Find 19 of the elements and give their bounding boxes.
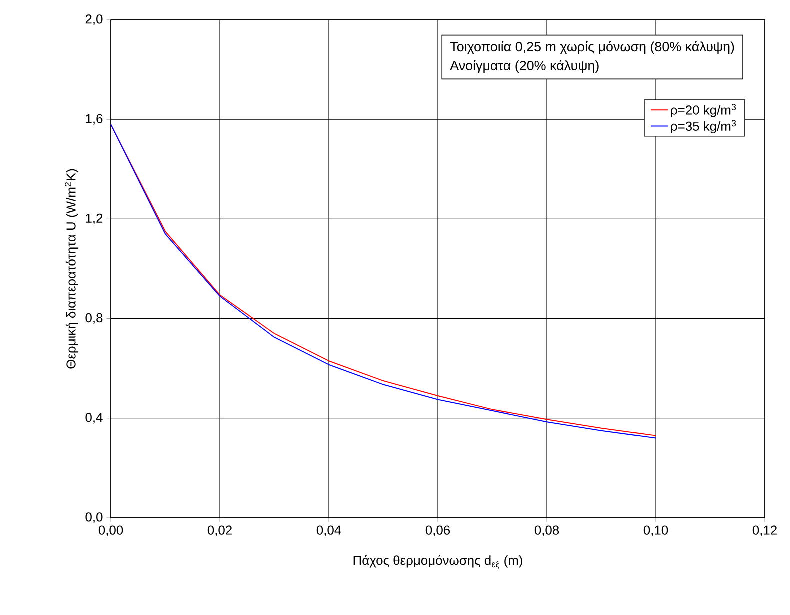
x-tick-label: 0,08 bbox=[534, 526, 560, 536]
x-tick-label: 0,06 bbox=[426, 526, 450, 536]
y-tick-label: 1,6 bbox=[86, 114, 103, 125]
y-tick-label: 1,2 bbox=[86, 214, 103, 225]
y-tick-label: 0,4 bbox=[86, 413, 103, 424]
x-tick-label: 0,12 bbox=[752, 526, 777, 536]
y-tick-label: 2,0 bbox=[86, 14, 103, 26]
annotation: Ανοίγματα (20% κάλυψη) bbox=[450, 60, 599, 74]
y-tick-label: 0,0 bbox=[86, 512, 103, 524]
x-tick-label: 0,00 bbox=[98, 526, 124, 536]
x-axis-title: Πάχος θερμομόνωσης d$_{εξ}$ (m) bbox=[354, 555, 522, 570]
y-tick-label: 0,8 bbox=[86, 313, 103, 324]
y-axis-title: Θερμική διαπερατότητα U (W/m$^{2}$K) bbox=[65, 169, 78, 369]
legend-label: ρ=35 kg/m$^{3}$ bbox=[671, 120, 736, 134]
x-tick-label: 0,02 bbox=[208, 526, 232, 536]
annotation: Τοιχοποιία 0,25 m χωρίς μόνωση (80% κάλυψη) bbox=[450, 41, 734, 54]
x-tick-label: 0,04 bbox=[316, 526, 342, 536]
legend-label: ρ=20 kg/m$^{3}$ bbox=[671, 104, 736, 118]
x-tick-label: 0,10 bbox=[644, 526, 668, 536]
